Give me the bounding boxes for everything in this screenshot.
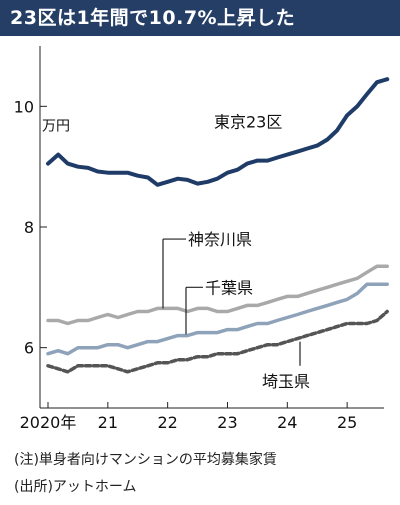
series-line-1 bbox=[46, 264, 389, 326]
series-label: 東京23区 bbox=[214, 112, 282, 131]
series-label: 神奈川県 bbox=[188, 230, 252, 249]
series-lines bbox=[46, 77, 390, 374]
series-label: 埼玉県 bbox=[262, 372, 310, 391]
x-tick-label: 21 bbox=[98, 413, 118, 432]
y-tick-label: 6 bbox=[24, 339, 34, 358]
x-tick-label: 2020年 bbox=[20, 413, 77, 432]
series-line-0 bbox=[46, 77, 390, 187]
y-axis-label: 万円 bbox=[42, 118, 70, 134]
x-tick-label: 22 bbox=[157, 413, 177, 432]
y-tick-label: 8 bbox=[24, 218, 34, 237]
footnote-source: (出所)アットホーム bbox=[14, 479, 137, 495]
x-ticks: 2020年 21 22 23 24 25 bbox=[20, 402, 357, 432]
series-line-2 bbox=[46, 282, 389, 356]
x-tick-label: 24 bbox=[277, 413, 297, 432]
chart-title: 23区は1年間で10.7%上昇した bbox=[0, 0, 400, 36]
x-tick-label: 23 bbox=[217, 413, 237, 432]
x-tick-label: 25 bbox=[337, 413, 357, 432]
y-tick-label: 10 bbox=[14, 97, 34, 116]
series-label: 千葉県 bbox=[205, 278, 253, 297]
y-ticks: 6 8 10 bbox=[14, 97, 47, 358]
series-line-3 bbox=[46, 309, 389, 374]
footnote-note: (注)単身者向けマンションの平均募集家賃 bbox=[14, 452, 277, 468]
